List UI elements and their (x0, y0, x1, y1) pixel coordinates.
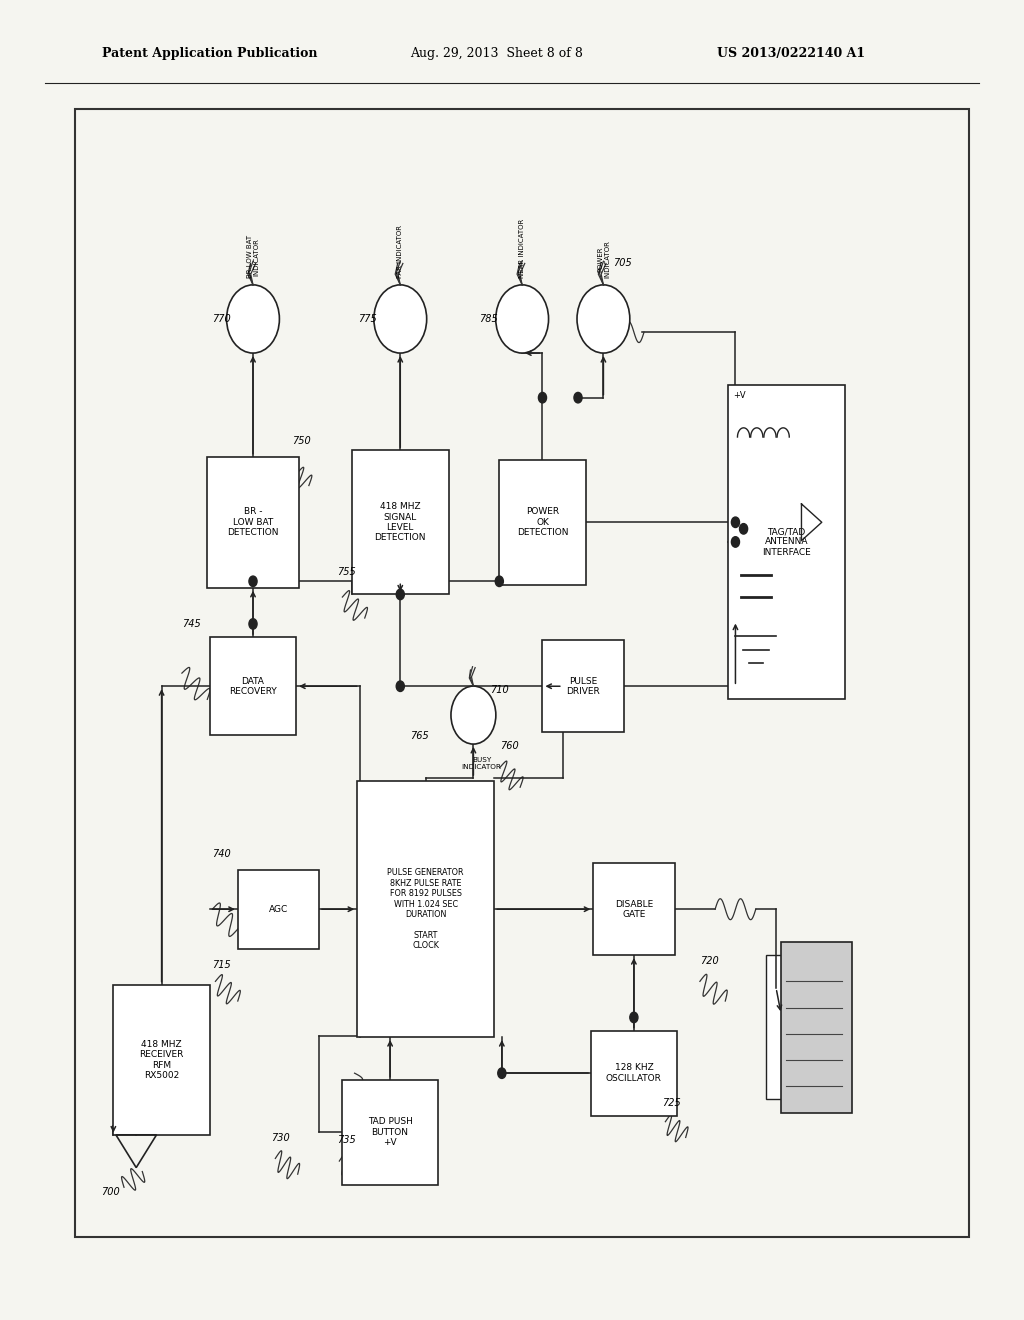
Text: Aug. 29, 2013  Sheet 8 of 8: Aug. 29, 2013 Sheet 8 of 8 (410, 46, 583, 59)
Text: BR-LOW BAT
INDICATOR: BR-LOW BAT INDICATOR (247, 235, 259, 279)
Text: PULSE
DRIVER: PULSE DRIVER (566, 677, 600, 696)
Bar (238, 870, 319, 949)
Circle shape (396, 589, 404, 599)
Bar (728, 384, 845, 700)
Text: 755: 755 (337, 566, 356, 577)
Text: DISABLE
GATE: DISABLE GATE (614, 899, 653, 919)
Polygon shape (781, 942, 852, 1113)
Bar (500, 459, 586, 585)
Circle shape (739, 524, 748, 535)
Text: US 2013/0222140 A1: US 2013/0222140 A1 (717, 46, 865, 59)
Text: DATA
RECOVERY: DATA RECOVERY (229, 677, 276, 696)
Text: 740: 740 (212, 849, 231, 859)
Text: AGC: AGC (268, 904, 288, 913)
Circle shape (574, 392, 582, 403)
Text: 720: 720 (699, 956, 719, 966)
Text: 715: 715 (212, 960, 231, 970)
Circle shape (498, 1068, 506, 1078)
Circle shape (577, 285, 630, 352)
Text: 710: 710 (489, 685, 508, 694)
Bar (75, 110, 969, 1237)
Circle shape (451, 686, 496, 744)
Text: 770: 770 (212, 314, 231, 323)
Text: 785: 785 (479, 314, 499, 323)
Text: 765: 765 (411, 731, 429, 741)
Circle shape (496, 285, 549, 352)
Text: FAR INDICATOR: FAR INDICATOR (397, 226, 403, 279)
Circle shape (539, 392, 547, 403)
Bar (591, 1031, 677, 1115)
Text: 418 MHZ
RECEIVER
RFM
RX5002: 418 MHZ RECEIVER RFM RX5002 (139, 1040, 183, 1080)
Bar (114, 985, 210, 1135)
Bar (342, 1080, 438, 1184)
Circle shape (630, 1012, 638, 1023)
Circle shape (374, 285, 427, 352)
Text: POWER
OK
DETECTION: POWER OK DETECTION (517, 507, 568, 537)
Text: NEAR INDICATOR: NEAR INDICATOR (519, 219, 525, 279)
Text: 760: 760 (500, 742, 518, 751)
Circle shape (226, 285, 280, 352)
Text: 730: 730 (271, 1134, 290, 1143)
Circle shape (496, 576, 504, 586)
Bar (593, 863, 675, 956)
Text: 705: 705 (613, 259, 632, 268)
Text: +V: +V (733, 391, 746, 400)
Circle shape (731, 537, 739, 548)
Text: 775: 775 (357, 314, 377, 323)
Text: POWER
INDICATOR: POWER INDICATOR (597, 240, 610, 279)
Text: TAG/TAD
ANTENNA
INTERFACE: TAG/TAD ANTENNA INTERFACE (762, 527, 811, 557)
Text: TAD PUSH
BUTTON
+V: TAD PUSH BUTTON +V (368, 1117, 413, 1147)
Text: BUSY
INDICATOR: BUSY INDICATOR (462, 758, 502, 770)
Circle shape (731, 517, 739, 528)
Text: 700: 700 (100, 1187, 120, 1197)
Bar (210, 638, 296, 735)
Bar (352, 450, 449, 594)
Text: 725: 725 (663, 1098, 681, 1107)
Text: 128 KHZ
OSCILLATOR: 128 KHZ OSCILLATOR (606, 1064, 662, 1082)
Circle shape (249, 576, 257, 586)
Bar (207, 457, 299, 587)
Text: 418 MHZ
SIGNAL
LEVEL
DETECTION: 418 MHZ SIGNAL LEVEL DETECTION (375, 502, 426, 543)
Text: PULSE GENERATOR
8KHZ PULSE RATE
FOR 8192 PULSES
WITH 1.024 SEC
DURATION

START
C: PULSE GENERATOR 8KHZ PULSE RATE FOR 8192… (387, 869, 464, 950)
Bar (543, 640, 624, 733)
Circle shape (396, 681, 404, 692)
Polygon shape (766, 956, 837, 1100)
Text: 745: 745 (182, 619, 201, 630)
Text: 735: 735 (337, 1135, 356, 1144)
Text: 750: 750 (292, 436, 310, 446)
Text: BR -
LOW BAT
DETECTION: BR - LOW BAT DETECTION (227, 507, 279, 537)
Bar (357, 781, 495, 1038)
Circle shape (249, 619, 257, 630)
Text: Patent Application Publication: Patent Application Publication (102, 46, 317, 59)
